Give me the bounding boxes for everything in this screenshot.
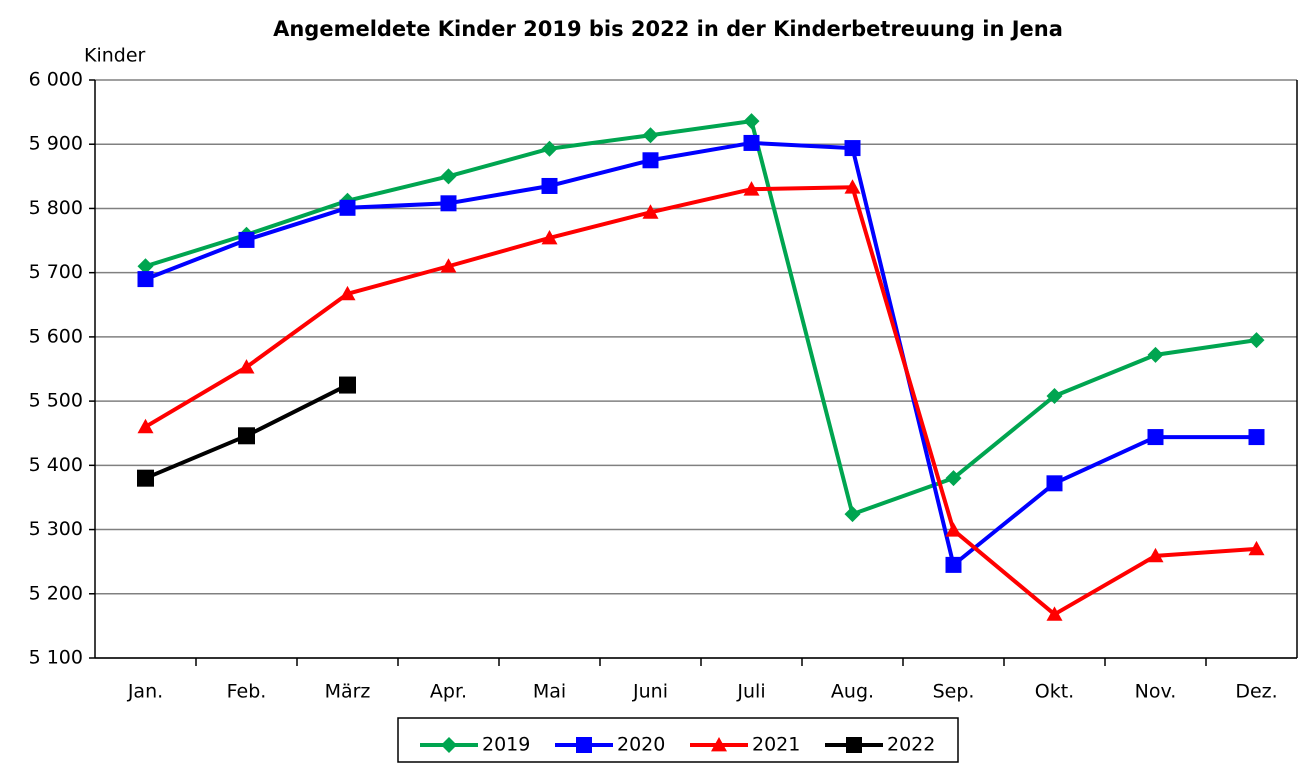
marker	[846, 737, 862, 753]
marker	[440, 195, 457, 212]
x-tick-label: Apr.	[430, 681, 467, 703]
legend-label: 2021	[752, 734, 800, 756]
x-tick-label: Nov.	[1135, 681, 1177, 703]
marker	[137, 258, 154, 275]
marker	[339, 285, 356, 301]
marker	[1248, 540, 1265, 556]
marker	[576, 737, 592, 753]
y-tick-label: 5 600	[29, 325, 83, 347]
marker	[1147, 429, 1164, 446]
x-tick-label: Juni	[632, 681, 668, 703]
x-tick-label: Sep.	[933, 681, 975, 703]
marker	[642, 152, 659, 169]
x-tick-label: Jan.	[127, 681, 163, 703]
marker	[1046, 475, 1063, 492]
marker	[844, 506, 861, 523]
y-tick-label: 5 700	[29, 261, 83, 283]
marker	[238, 427, 255, 445]
marker	[743, 134, 760, 151]
marker	[1147, 547, 1164, 563]
series-line	[144, 119, 1257, 517]
marker	[137, 418, 154, 434]
marker	[743, 181, 760, 196]
marker	[945, 470, 962, 487]
x-tick-label: Mai	[533, 681, 566, 703]
legend-label: 2020	[617, 734, 665, 756]
chart-title: Angemeldete Kinder 2019 bis 2022 in der …	[273, 17, 1063, 41]
legend-box	[397, 717, 959, 763]
marker	[137, 271, 154, 288]
marker	[238, 231, 255, 248]
x-tick-label: Okt.	[1035, 681, 1074, 703]
marker	[844, 179, 861, 194]
marker	[711, 737, 727, 752]
marker	[339, 199, 356, 216]
marker	[441, 737, 457, 753]
marker	[440, 258, 457, 273]
marker	[541, 177, 558, 194]
y-tick-label: 5 300	[29, 518, 83, 540]
y-tick-label: 5 200	[29, 582, 83, 604]
y-tick-label: 5 400	[29, 454, 83, 476]
marker	[1046, 387, 1063, 404]
y-tick-label: 5 900	[29, 133, 83, 155]
marker	[1248, 332, 1265, 349]
marker	[642, 204, 659, 219]
marker	[440, 168, 457, 185]
x-tick-label: Dez.	[1235, 681, 1277, 703]
marker	[1147, 346, 1164, 363]
y-tick-label: 5 500	[29, 390, 83, 412]
marker	[339, 376, 356, 394]
marker	[945, 556, 962, 573]
marker	[945, 522, 962, 537]
marker	[1248, 429, 1265, 446]
series-line	[144, 140, 1257, 567]
marker	[238, 359, 255, 374]
series-line	[144, 185, 1257, 617]
y-tick-label: 5 100	[29, 647, 83, 669]
y-tick-label: 6 000	[29, 69, 83, 91]
y-axis-label: Kinder	[84, 45, 146, 67]
marker	[642, 127, 659, 144]
x-tick-label: Feb.	[227, 681, 267, 703]
legend-label: 2022	[887, 734, 935, 756]
marker	[541, 229, 558, 245]
marker	[844, 140, 861, 157]
x-tick-label: Juli	[736, 681, 765, 703]
legend-label: 2019	[482, 734, 530, 756]
marker	[137, 469, 154, 487]
y-tick-label: 5 800	[29, 197, 83, 219]
marker	[541, 140, 558, 157]
marker	[1046, 606, 1063, 621]
marker	[743, 113, 760, 130]
x-tick-label: März	[325, 681, 371, 703]
x-tick-label: Aug.	[831, 681, 874, 703]
